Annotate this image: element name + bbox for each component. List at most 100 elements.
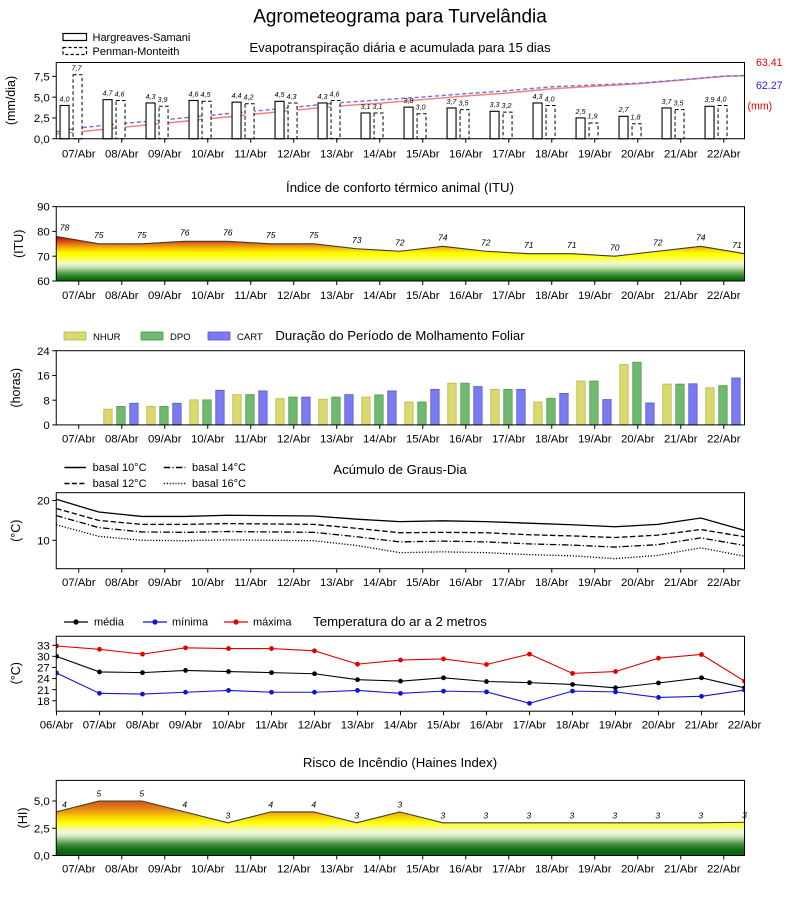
svg-text:21/Abr: 21/Abr <box>664 577 698 589</box>
svg-text:75: 75 <box>309 230 319 240</box>
svg-text:2,5: 2,5 <box>575 107 587 116</box>
svg-text:60: 60 <box>37 276 50 288</box>
svg-text:0: 0 <box>43 420 49 432</box>
svg-text:10/Abr: 10/Abr <box>191 864 225 876</box>
svg-text:3: 3 <box>440 810 445 820</box>
svg-text:19/Abr: 19/Abr <box>578 290 612 302</box>
svg-text:15/Abr: 15/Abr <box>406 149 440 161</box>
svg-text:20/Abr: 20/Abr <box>621 149 655 161</box>
svg-text:12/Abr: 12/Abr <box>277 577 311 589</box>
svg-text:(mm): (mm) <box>748 101 773 113</box>
svg-text:média: média <box>94 617 125 629</box>
svg-text:08/Abr: 08/Abr <box>105 434 139 446</box>
svg-text:18: 18 <box>37 696 50 708</box>
svg-text:17/Abr: 17/Abr <box>492 864 526 876</box>
svg-text:16/Abr: 16/Abr <box>470 720 504 732</box>
svg-text:(°C): (°C) <box>9 520 23 542</box>
svg-text:13/Abr: 13/Abr <box>320 149 354 161</box>
svg-text:12/Abr: 12/Abr <box>298 720 332 732</box>
svg-text:08/Abr: 08/Abr <box>105 149 139 161</box>
svg-text:11/Abr: 11/Abr <box>234 864 267 876</box>
svg-text:20/Abr: 20/Abr <box>642 720 676 732</box>
svg-text:24: 24 <box>37 674 50 686</box>
svg-text:2,5: 2,5 <box>34 823 50 835</box>
svg-text:3: 3 <box>354 810 359 820</box>
svg-text:4,3: 4,3 <box>287 92 297 101</box>
svg-text:08/Abr: 08/Abr <box>105 577 139 589</box>
svg-text:06/Abr: 06/Abr <box>40 720 74 732</box>
svg-text:74: 74 <box>696 232 706 242</box>
svg-text:21/Abr: 21/Abr <box>664 290 698 302</box>
svg-text:08/Abr: 08/Abr <box>105 290 139 302</box>
svg-text:09/Abr: 09/Abr <box>148 864 182 876</box>
svg-text:62.27: 62.27 <box>756 80 783 92</box>
svg-text:máxima: máxima <box>253 617 292 629</box>
svg-text:20/Abr: 20/Abr <box>621 864 655 876</box>
svg-text:71: 71 <box>524 240 534 250</box>
svg-text:4,6: 4,6 <box>189 89 199 98</box>
svg-text:21: 21 <box>37 685 50 697</box>
svg-text:4,7: 4,7 <box>103 88 114 97</box>
svg-text:0,0: 0,0 <box>34 851 50 863</box>
svg-text:72: 72 <box>395 237 405 247</box>
svg-text:CART: CART <box>237 332 263 343</box>
svg-text:1,8: 1,8 <box>631 113 641 122</box>
svg-text:19/Abr: 19/Abr <box>599 720 633 732</box>
svg-text:4,4: 4,4 <box>232 91 242 100</box>
svg-text:4,3: 4,3 <box>318 92 328 101</box>
svg-text:10/Abr: 10/Abr <box>191 149 225 161</box>
svg-text:3: 3 <box>397 799 402 809</box>
svg-text:70: 70 <box>610 242 620 252</box>
svg-text:NHUR: NHUR <box>93 332 121 343</box>
svg-text:70: 70 <box>37 251 50 263</box>
svg-text:11/Abr: 11/Abr <box>234 577 267 589</box>
svg-text:16/Abr: 16/Abr <box>449 864 483 876</box>
svg-text:20/Abr: 20/Abr <box>621 290 655 302</box>
svg-text:72: 72 <box>481 237 491 247</box>
svg-text:11/Abr: 11/Abr <box>234 434 267 446</box>
svg-text:18/Abr: 18/Abr <box>535 149 569 161</box>
svg-text:30: 30 <box>37 651 50 663</box>
svg-text:3,5: 3,5 <box>674 98 685 107</box>
svg-text:Evapotranspiração diária e acu: Evapotranspiração diária e acumulada par… <box>249 40 551 55</box>
svg-text:07/Abr: 07/Abr <box>62 434 96 446</box>
svg-text:16/Abr: 16/Abr <box>449 149 483 161</box>
svg-text:3: 3 <box>526 810 531 820</box>
svg-text:63.41: 63.41 <box>756 57 783 69</box>
svg-text:20: 20 <box>37 496 50 508</box>
svg-text:3: 3 <box>483 810 488 820</box>
svg-text:17/Abr: 17/Abr <box>492 577 526 589</box>
svg-text:3,9: 3,9 <box>158 95 168 104</box>
svg-text:19/Abr: 19/Abr <box>578 577 612 589</box>
svg-text:17/Abr: 17/Abr <box>492 290 526 302</box>
svg-text:16/Abr: 16/Abr <box>449 577 483 589</box>
svg-text:10/Abr: 10/Abr <box>191 434 225 446</box>
svg-text:4: 4 <box>311 799 316 809</box>
svg-text:3,3: 3,3 <box>490 100 500 109</box>
svg-text:4,2: 4,2 <box>244 93 254 102</box>
svg-text:21/Abr: 21/Abr <box>664 149 698 161</box>
svg-text:09/Abr: 09/Abr <box>148 434 182 446</box>
svg-text:3: 3 <box>612 810 617 820</box>
svg-text:5,0: 5,0 <box>34 92 50 104</box>
svg-text:78: 78 <box>60 223 70 233</box>
svg-text:27: 27 <box>37 663 50 675</box>
svg-text:22/Abr: 22/Abr <box>728 720 762 732</box>
svg-text:Agrometeograma para Turvelândi: Agrometeograma para Turvelândia <box>253 7 547 28</box>
svg-text:08/Abr: 08/Abr <box>105 864 139 876</box>
svg-text:(mm/dia): (mm/dia) <box>4 76 18 125</box>
svg-text:8: 8 <box>43 395 49 407</box>
svg-text:18/Abr: 18/Abr <box>535 577 569 589</box>
svg-text:11/Abr: 11/Abr <box>255 720 288 732</box>
svg-text:20/Abr: 20/Abr <box>621 577 655 589</box>
svg-text:12/Abr: 12/Abr <box>277 149 311 161</box>
svg-text:10/Abr: 10/Abr <box>191 290 225 302</box>
svg-text:4,6: 4,6 <box>115 89 125 98</box>
svg-text:7,5: 7,5 <box>34 71 50 83</box>
svg-text:basal 10°C: basal 10°C <box>93 462 147 474</box>
svg-text:17/Abr: 17/Abr <box>492 434 526 446</box>
svg-text:10: 10 <box>37 535 50 547</box>
svg-text:09/Abr: 09/Abr <box>169 720 203 732</box>
svg-text:14/Abr: 14/Abr <box>384 720 418 732</box>
svg-text:4,6: 4,6 <box>330 89 340 98</box>
